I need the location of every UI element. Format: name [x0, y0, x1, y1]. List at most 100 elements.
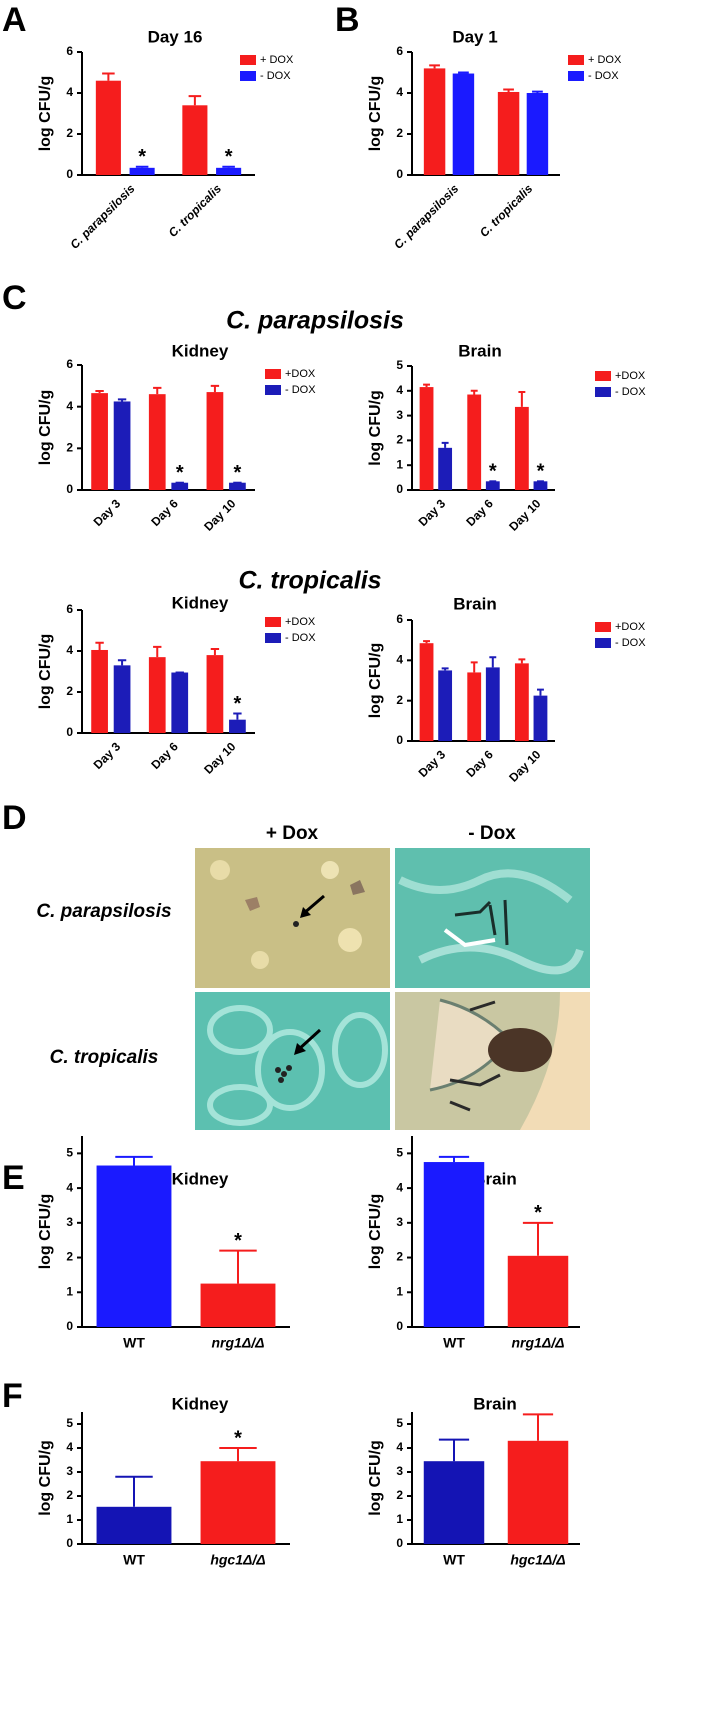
y-axis-label: log CFU/g [367, 76, 384, 152]
y-tick-label: 3 [66, 1215, 73, 1229]
y-tick-label: 5 [396, 1416, 403, 1430]
y-tick-label: 5 [396, 1146, 403, 1160]
y-axis-label: log CFU/g [367, 1440, 384, 1516]
bar [200, 1283, 276, 1327]
bar [533, 481, 548, 490]
column-label: - Dox [468, 823, 516, 844]
x-tick-label: hgc1Δ/Δ [510, 1552, 565, 1568]
legend-label: +DOX [285, 616, 316, 628]
error-bar [537, 688, 544, 696]
legend-label: + DOX [260, 54, 294, 66]
panel-letter: C [2, 279, 27, 317]
x-tick-label: nrg1Δ/Δ [211, 1335, 264, 1351]
panel-letter: A [2, 1, 27, 39]
error-bar [522, 1221, 554, 1256]
error-bar [522, 1413, 554, 1441]
error-bar [188, 95, 202, 106]
chart-title: Brain [473, 1394, 516, 1413]
error-bar [210, 647, 220, 656]
bar [423, 1162, 485, 1327]
y-tick-label: 4 [66, 399, 73, 413]
legend-label: +DOX [285, 368, 316, 380]
y-tick-label: 3 [396, 408, 403, 422]
y-tick-label: 2 [396, 1488, 403, 1502]
error-bar [95, 641, 104, 650]
x-tick-label: WT [123, 1335, 145, 1351]
micrograph [395, 848, 590, 988]
legend-swatch [595, 638, 611, 648]
bar [229, 719, 246, 733]
y-tick-label: 5 [396, 358, 403, 372]
legend-swatch [595, 622, 611, 632]
error-bar [95, 390, 104, 394]
x-tick-label: hgc1Δ/Δ [210, 1552, 265, 1568]
legend-label: - DOX [588, 70, 619, 82]
error-bar [102, 72, 115, 81]
micrograph [195, 992, 390, 1130]
y-tick-label: 0 [66, 1536, 73, 1550]
y-tick-label: 3 [66, 1464, 73, 1478]
column-label: + Dox [266, 823, 319, 844]
bar [485, 481, 500, 490]
error-bar [489, 656, 497, 668]
y-tick-label: 1 [66, 1284, 73, 1298]
bar [507, 1255, 569, 1327]
x-tick-label: Day 6 [148, 496, 181, 529]
y-axis-label: log CFU/g [367, 390, 384, 466]
y-tick-label: 2 [66, 684, 73, 698]
x-tick-label: Day 10 [201, 739, 238, 776]
row-label: C. tropicalis [50, 1047, 159, 1068]
y-tick-label: 4 [396, 653, 403, 667]
y-axis-label: log CFU/g [367, 643, 384, 719]
error-bar [470, 661, 478, 673]
bar [91, 649, 108, 733]
y-tick-label: 0 [396, 733, 403, 747]
error-bar [210, 384, 220, 393]
chart-title: Brain [458, 341, 501, 360]
bar [419, 387, 434, 490]
significance-mark: * [234, 462, 242, 484]
x-tick-label: Day 10 [201, 496, 238, 533]
x-tick-label: C. parapsilosis [67, 181, 137, 251]
y-tick-label: 0 [66, 167, 73, 181]
chart-title: Kidney [172, 1169, 229, 1188]
bar [526, 93, 549, 175]
legend-label: - DOX [615, 637, 646, 649]
y-tick-label: 2 [396, 693, 403, 707]
y-tick-label: 2 [396, 126, 403, 140]
significance-mark: * [138, 146, 146, 168]
bar [438, 670, 453, 741]
bar [438, 447, 453, 490]
bar [96, 1165, 172, 1327]
bar [95, 80, 121, 175]
legend-label: - DOX [285, 632, 316, 644]
legend-label: - DOX [285, 384, 316, 396]
section-title: C. tropicalis [238, 567, 381, 595]
y-axis-label: log CFU/g [37, 76, 54, 152]
chart-title: Day 16 [148, 27, 203, 46]
error-bar [153, 386, 162, 395]
bar [206, 655, 224, 733]
x-tick-label: Day 6 [463, 496, 496, 529]
legend-label: +DOX [615, 370, 646, 382]
legend-swatch [265, 369, 281, 379]
y-tick-label: 0 [396, 482, 403, 496]
error-bar [518, 391, 526, 407]
legend-swatch [595, 387, 611, 397]
bar [148, 657, 166, 733]
chart-title: Day 1 [452, 27, 497, 46]
y-tick-label: 1 [396, 457, 403, 471]
error-bar [222, 165, 235, 168]
x-tick-label: Day 3 [91, 496, 124, 529]
y-tick-label: 1 [396, 1512, 403, 1526]
y-tick-label: 6 [66, 44, 73, 58]
y-tick-label: 3 [396, 1464, 403, 1478]
x-tick-label: Day 3 [416, 747, 449, 780]
error-bar [441, 441, 449, 448]
bar [497, 91, 520, 175]
error-bar [233, 712, 242, 720]
y-tick-label: 5 [66, 1416, 73, 1430]
legend-swatch [240, 55, 256, 65]
